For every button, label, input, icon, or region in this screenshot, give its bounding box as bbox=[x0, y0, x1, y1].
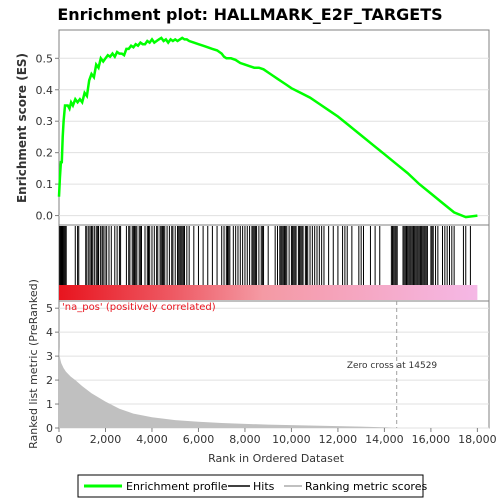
x-tick-label: 14,000 bbox=[365, 433, 404, 446]
x-axis-ticks: 0 2,000 4,000 6,000 8,000 10,000 12,000 14,000 1… bbox=[56, 428, 497, 446]
es-gridlines bbox=[59, 57, 489, 217]
metric-panel-frame bbox=[58, 300, 490, 429]
metric-y-tick-label: 2 bbox=[46, 374, 53, 387]
legend-enrichment-label: Enrichment profile bbox=[126, 480, 228, 493]
legend: Enrichment profile Hits Ranking metric s… bbox=[77, 474, 427, 498]
es-y-tick-label: 0.2 bbox=[36, 147, 54, 160]
heat-bar-rect bbox=[59, 285, 478, 300]
metric-y-tick-label: 0 bbox=[46, 422, 53, 435]
x-tick-label: 4,000 bbox=[136, 433, 168, 446]
x-tick-label: 2,000 bbox=[90, 433, 122, 446]
x-tick-label: 6,000 bbox=[183, 433, 215, 446]
legend-metric-label: Ranking metric scores bbox=[305, 480, 427, 493]
x-tick-label: 18,000 bbox=[458, 433, 497, 446]
legend-hits-label: Hits bbox=[253, 480, 275, 493]
es-y-ticks: 0.0 0.1 0.2 0.3 0.4 0.5 bbox=[36, 52, 59, 223]
x-tick-label: 8,000 bbox=[229, 433, 261, 446]
es-panel-frame bbox=[58, 29, 490, 226]
metric-y-tick-label: 5 bbox=[46, 302, 53, 315]
enrichment-profile-line bbox=[57, 36, 478, 219]
metric-y-tick-label: 3 bbox=[46, 350, 53, 363]
es-y-axis-label: Enrichment score (ES) bbox=[15, 53, 29, 203]
positive-correlation-label: 'na_pos' (positively correlated) bbox=[62, 302, 216, 313]
es-y-tick-label: 0.1 bbox=[36, 178, 54, 191]
metric-y-ticks: 0 1 2 3 4 5 bbox=[46, 302, 59, 435]
hit-marks bbox=[59, 226, 471, 285]
metric-y-tick-label: 4 bbox=[46, 326, 53, 339]
rank-heat-bar bbox=[59, 285, 478, 300]
es-y-tick-label: 0.0 bbox=[36, 210, 54, 223]
x-tick-label: 12,000 bbox=[319, 433, 358, 446]
legend-frame bbox=[77, 474, 424, 498]
metric-y-tick-label: 1 bbox=[46, 398, 53, 411]
zero-cross-label: Zero cross at 14529 bbox=[347, 361, 438, 371]
ranking-metric-area bbox=[59, 346, 478, 428]
x-tick-label: 16,000 bbox=[412, 433, 451, 446]
x-tick-label: 0 bbox=[56, 433, 63, 446]
x-tick-label: 10,000 bbox=[272, 433, 311, 446]
metric-y-axis-label: Ranked list metric (PreRanked) bbox=[27, 279, 40, 449]
chart-title: Enrichment plot: HALLMARK_E2F_TARGETS bbox=[57, 5, 442, 24]
es-y-tick-label: 0.4 bbox=[36, 84, 54, 97]
es-y-tick-label: 0.5 bbox=[36, 52, 54, 65]
es-y-tick-label: 0.3 bbox=[36, 115, 54, 128]
x-axis-label: Rank in Ordered Dataset bbox=[208, 452, 345, 465]
